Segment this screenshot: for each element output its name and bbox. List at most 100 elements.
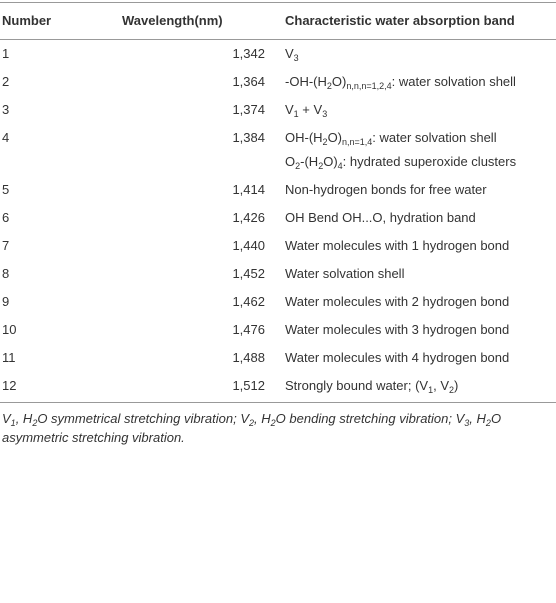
band-cell: Water molecules with 4 hydrogen bond: [265, 344, 556, 372]
header-cell: Characteristic water absorption band: [265, 2, 556, 40]
text-run: , H: [254, 411, 271, 426]
text-run: Water molecules with 3 hydrogen bond: [285, 322, 510, 337]
table-row: 5 1,414 Non-hydrogen bonds for free water: [0, 176, 556, 204]
subscript: 3: [464, 418, 470, 428]
band-cell: Water molecules with 1 hydrogen bond: [265, 232, 556, 260]
text-run: V: [285, 46, 294, 61]
subscript: 2: [32, 418, 38, 428]
text-run: Water solvation shell: [285, 266, 405, 281]
band-cell: Strongly bound water; (V1, V2): [265, 372, 556, 403]
number-cell: 6: [2, 210, 10, 225]
wavelength-cell: 1,440: [232, 238, 265, 253]
table-row: 3 1,374 V1 + V3: [0, 96, 556, 124]
band-line: V3: [285, 44, 552, 64]
text-run: Water molecules with 2 hydrogen bond: [285, 294, 510, 309]
band-line: -OH-(H2O)n,n,n=1,2,4: water solvation sh…: [285, 72, 552, 92]
header-row: Number Wavelength(nm) Characteristic wat…: [0, 2, 556, 40]
number-cell: 1: [2, 46, 10, 61]
subscript: 2: [318, 161, 324, 171]
text-run: O: [285, 154, 296, 169]
text-run: OH Bend OH...O, hydration band: [285, 210, 476, 225]
wavelength-cell: 1,364: [232, 74, 265, 89]
text-run: : water solvation shell: [391, 74, 516, 89]
text-run: : water solvation shell: [372, 130, 497, 145]
subscript: 2: [270, 418, 276, 428]
number-cell: 2: [2, 74, 10, 89]
number-cell: 8: [2, 266, 10, 281]
band-line: OH-(H2O)n,n=1,4: water solvation shell: [285, 128, 552, 148]
text-run: -(H: [300, 154, 319, 169]
wavelength-cell: 1,462: [232, 294, 265, 309]
table-row: 10 1,476 Water molecules with 3 hydrogen b…: [0, 316, 556, 344]
band-cell: Water solvation shell: [265, 260, 556, 288]
wavelength-cell: 1,414: [232, 182, 265, 197]
band-cell: OH-(H2O)n,n=1,4: water solvation shell O 2…: [265, 124, 556, 176]
subscript: 3: [293, 53, 299, 63]
band-line: V1 + V3: [285, 100, 552, 120]
number-cell: 12: [0, 372, 122, 403]
subscript: 1: [10, 418, 16, 428]
text-run: , H: [15, 411, 33, 426]
text-run: O bending stretching vibration; V: [275, 411, 465, 426]
number-cell: 4: [2, 130, 10, 145]
wavelength-cell: 1,384: [232, 130, 265, 145]
wavelength-cell: 1,452: [232, 266, 265, 281]
number-cell: 3: [2, 102, 10, 117]
number-cell: 10: [2, 322, 17, 337]
subscript: 2: [326, 81, 332, 91]
table-row: 12 1,512 Strongly bound water; (V1, V2): [0, 372, 556, 403]
subscript: 1: [428, 385, 434, 395]
text-run: OH-(H: [285, 130, 323, 145]
text-run: Non-hydrogen bonds for free water: [285, 182, 487, 197]
table-row: 2 1,364 -OH-(H2O)n,n,n=1,2,4: water solvat…: [0, 68, 556, 96]
text-run: : hydrated superoxide clusters: [342, 154, 517, 169]
band-line: Water molecules with 2 hydrogen bond: [285, 292, 552, 312]
text-run: O asymmetric stretching vibration.: [2, 411, 502, 445]
table-row: 4 1,384 OH-(H2O)n,n=1,4: water solvation s…: [0, 124, 556, 176]
table-row: 7 1,440 Water molecules with 1 hydrogen bo…: [0, 232, 556, 260]
text-run: Water molecules with 4 hydrogen bond: [285, 350, 510, 365]
subscript: n,n,n=1,2,4: [346, 81, 392, 91]
table-row: 1 1,342 V3: [0, 40, 556, 69]
band-cell: V3: [265, 40, 556, 69]
text-run: , V: [433, 378, 449, 393]
band-line: OH Bend OH...O, hydration band: [285, 208, 552, 228]
table-row: 9 1,462 Water molecules with 2 hydrogen bo…: [0, 288, 556, 316]
text-run: V: [285, 102, 294, 117]
number-cell: 7: [2, 238, 10, 253]
number-cell: 5: [2, 182, 10, 197]
text-run: O): [327, 130, 343, 145]
band-line: O2-(H2O)4: hydrated superoxide clusters: [285, 152, 552, 172]
table-row: 6 1,426 OH Bend OH...O, hydration band: [0, 204, 556, 232]
band-line: Non-hydrogen bonds for free water: [285, 180, 552, 200]
band-line: Water solvation shell: [285, 264, 552, 284]
text-run: O): [323, 154, 338, 169]
subscript: 2: [485, 418, 491, 428]
subscript: 2: [449, 385, 455, 395]
band-cell: V1 + V3: [265, 96, 556, 124]
band-cell: OH Bend OH...O, hydration band: [265, 204, 556, 232]
wavelength-cell: 1,512: [122, 372, 265, 403]
data-table: Number Wavelength(nm) Characteristic wat…: [0, 2, 556, 403]
subscript: 4: [337, 161, 343, 171]
subscript: 3: [322, 109, 328, 119]
band-line: Strongly bound water; (V1, V2): [285, 376, 552, 396]
table-row: 11 1,488 Water molecules with 4 hydrogen b…: [0, 344, 556, 372]
text-run: Strongly bound water; (V: [285, 378, 429, 393]
text-run: Water molecules with 1 hydrogen bond: [285, 238, 510, 253]
wavelength-cell: 1,342: [232, 46, 265, 61]
header-cell: Wavelength(nm): [122, 2, 265, 40]
text-run: ): [454, 378, 459, 393]
band-line: Water molecules with 4 hydrogen bond: [285, 348, 552, 368]
wavelength-cell: 1,374: [232, 102, 265, 117]
table-row: 8 1,452 Water solvation shell: [0, 260, 556, 288]
wavelength-cell: 1,488: [232, 350, 265, 365]
text-run: O): [331, 74, 347, 89]
subscript: 2: [249, 418, 255, 428]
band-cell: Non-hydrogen bonds for free water: [265, 176, 556, 204]
subscript: n,n=1,4: [342, 137, 373, 147]
text-run: + V: [298, 102, 323, 117]
number-cell: 11: [2, 350, 16, 365]
footnote: V1, H2O symmetrical stretching vibration…: [2, 409, 554, 447]
subscript: 1: [293, 109, 299, 119]
